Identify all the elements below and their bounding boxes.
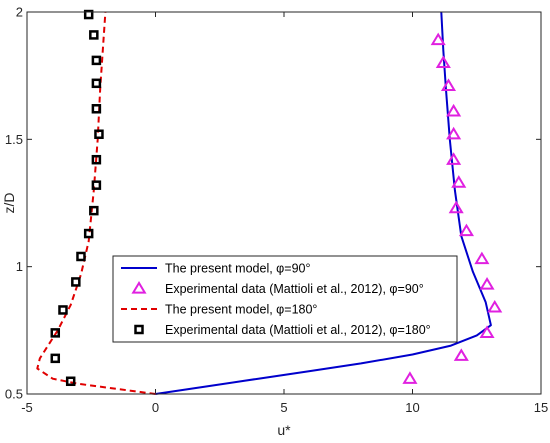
- data-point: [91, 104, 102, 114]
- y-tick-label: 2: [16, 5, 23, 20]
- data-point: [453, 348, 469, 361]
- ticks-layer: -5 0 5 10 15 0.5 1 1.5 2: [5, 5, 548, 416]
- y-axis-label: z/D: [1, 193, 17, 214]
- legend-box: [112, 255, 458, 343]
- data-point: [94, 129, 104, 139]
- data-point: [83, 228, 94, 239]
- x-tick-label: 0: [152, 400, 159, 415]
- x-tick-label: 10: [405, 400, 419, 415]
- series-1: [155, 11, 492, 395]
- legend-label: The present model, φ=180°: [165, 303, 317, 317]
- legend-item: Experimental data (Mattioli et al., 2012…: [134, 323, 431, 337]
- data-point: [479, 277, 495, 290]
- legend-item: The present model, φ=180°: [121, 303, 317, 317]
- data-point: [91, 180, 102, 190]
- series-3: [36, 11, 156, 395]
- legend-label: Experimental data (Mattioli et al., 2012…: [165, 282, 424, 296]
- data-point: [487, 299, 503, 313]
- series-2: [402, 32, 503, 384]
- y-tick-label: 1: [16, 259, 23, 274]
- x-tick-label: -5: [21, 400, 33, 415]
- legend-swatch: [134, 324, 144, 335]
- data-point: [458, 223, 475, 237]
- data-point: [91, 78, 102, 89]
- y-tick-label: 1.5: [5, 132, 23, 147]
- data-point: [446, 152, 462, 165]
- data-point: [440, 78, 457, 91]
- data-point: [91, 55, 102, 66]
- data-point: [435, 55, 451, 69]
- data-point: [430, 32, 446, 46]
- y-tick-label: 0.5: [5, 387, 23, 402]
- data-point: [65, 376, 76, 387]
- plot-frame: [26, 11, 542, 395]
- data-point: [58, 305, 68, 315]
- data-point: [71, 277, 81, 287]
- data-point: [91, 154, 102, 165]
- data-point: [448, 200, 464, 214]
- data-point: [402, 371, 418, 384]
- data-point: [83, 9, 94, 20]
- series-line: [155, 11, 492, 395]
- x-tick-label: 5: [280, 400, 287, 415]
- legend-item: Experimental data (Mattioli et al., 2012…: [131, 281, 424, 296]
- legend-swatch: [131, 281, 147, 294]
- data-point: [50, 328, 61, 338]
- series-line: [36, 11, 156, 395]
- legend-label: Experimental data (Mattioli et al., 2012…: [165, 323, 431, 337]
- series-layer: [36, 9, 503, 395]
- data-point: [451, 175, 467, 188]
- data-point: [89, 30, 99, 40]
- data-point: [479, 325, 495, 339]
- x-axis-label: u*: [277, 422, 291, 438]
- data-point: [50, 353, 61, 364]
- series-4: [50, 9, 104, 387]
- data-point: [446, 126, 462, 140]
- data-point: [76, 251, 86, 262]
- data-point: [474, 251, 490, 265]
- x-tick-label: 15: [534, 400, 548, 415]
- legend: The present model, φ=90° Experimental dat…: [112, 255, 458, 343]
- data-point: [89, 205, 99, 216]
- data-point: [446, 103, 462, 117]
- legend-item: The present model, φ=90°: [121, 262, 310, 276]
- legend-label: The present model, φ=90°: [165, 262, 310, 276]
